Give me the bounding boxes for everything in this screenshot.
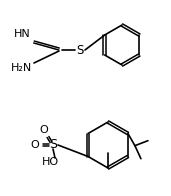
Text: H₂N: H₂N	[11, 63, 33, 73]
Text: S: S	[76, 44, 84, 56]
Text: HN: HN	[14, 29, 30, 39]
Text: O: O	[31, 140, 39, 150]
Text: S: S	[49, 139, 57, 152]
Text: O: O	[40, 125, 48, 135]
Text: HO: HO	[41, 157, 58, 167]
